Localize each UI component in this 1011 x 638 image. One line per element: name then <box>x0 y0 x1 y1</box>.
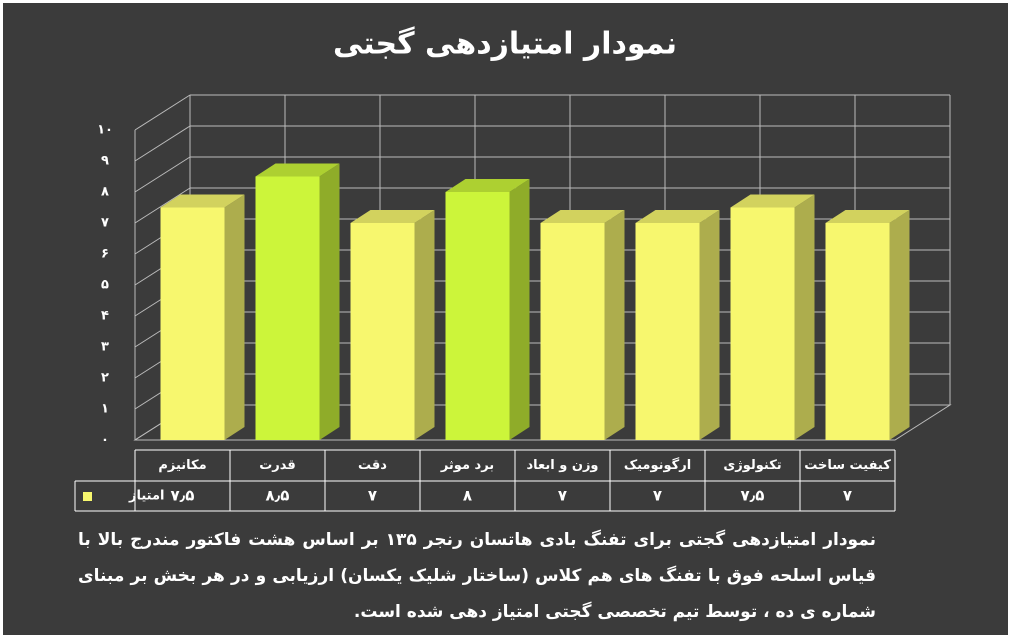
y-tick-label: ۹ <box>101 154 109 169</box>
bar-top <box>445 179 530 192</box>
bar-top <box>730 194 815 208</box>
y-tick-label: ۱۰ <box>97 123 113 138</box>
chart-title: نمودار امتیازدهی گجتی <box>333 26 677 62</box>
plot: ۰ ۱ ۲ ۳ ۴ ۵ ۶ ۷ ۸ ۹ ۱۰ امتیاز مکانیزم ۷٫۵ قدرت ۸٫۵ دقت ۷ ب… <box>74 94 952 512</box>
legend-label: امتیاز <box>128 489 164 504</box>
y-tick-label: ۴ <box>101 309 109 324</box>
y-tick-label: ۳ <box>101 340 109 355</box>
bar-top <box>825 210 910 223</box>
bar <box>350 223 415 440</box>
x-tick-label: تکنولوژی <box>723 458 781 473</box>
y-tick-label: ۲ <box>101 371 109 386</box>
x-tick-label: مکانیزم <box>158 458 206 473</box>
bar-side <box>414 210 435 440</box>
bar-side <box>224 194 245 440</box>
legend-swatch <box>83 492 92 501</box>
y-tick-label: ۸ <box>101 185 109 200</box>
x-tick-label: برد موثر <box>440 458 494 473</box>
bar <box>255 176 320 440</box>
x-tick-label: کیفیت ساخت <box>804 458 891 473</box>
bar-side <box>509 179 530 440</box>
x-tick-label: دقت <box>358 458 387 473</box>
bar-top <box>255 163 340 177</box>
value-label: ۸ <box>463 487 472 505</box>
value-label: ۷٫۵ <box>741 487 765 505</box>
value-label: ۷ <box>558 487 567 505</box>
bar-side <box>604 210 625 440</box>
grid-line <box>134 94 191 131</box>
bar <box>730 207 795 440</box>
bar <box>825 223 890 440</box>
bar-top <box>350 210 435 223</box>
x-tick-label: وزن و ابعاد <box>526 458 598 473</box>
bar-side <box>699 210 720 440</box>
grid-line <box>134 125 191 162</box>
value-label: ۷ <box>653 487 662 505</box>
value-label: ۸٫۵ <box>266 487 290 505</box>
bar-top <box>540 210 625 223</box>
caption: نمودار امتیازدهی گجتی برای تفنگ بادی هات… <box>78 530 876 622</box>
y-tick-label: ۷ <box>101 216 109 231</box>
bar-top <box>635 210 720 223</box>
y-tick-label: ۱ <box>101 402 109 417</box>
bar-side <box>319 163 340 440</box>
value-label: ۷ <box>843 487 852 505</box>
bar-side <box>794 194 815 440</box>
bar <box>445 192 510 440</box>
value-label: ۷ <box>368 487 377 505</box>
y-tick-label: ۵ <box>101 278 109 293</box>
grid-line <box>134 156 191 193</box>
x-tick-label: قدرت <box>259 458 296 473</box>
x-tick-label: ارگونومیک <box>624 457 691 473</box>
bar-side <box>889 210 910 440</box>
y-tick-label: ۶ <box>101 247 109 262</box>
bar <box>160 207 225 440</box>
bar <box>540 223 605 440</box>
y-tick-label: ۰ <box>101 433 109 448</box>
bar-top <box>160 194 245 208</box>
bar <box>635 223 700 440</box>
value-label: ۷٫۵ <box>171 487 195 505</box>
grid-line <box>134 187 191 224</box>
